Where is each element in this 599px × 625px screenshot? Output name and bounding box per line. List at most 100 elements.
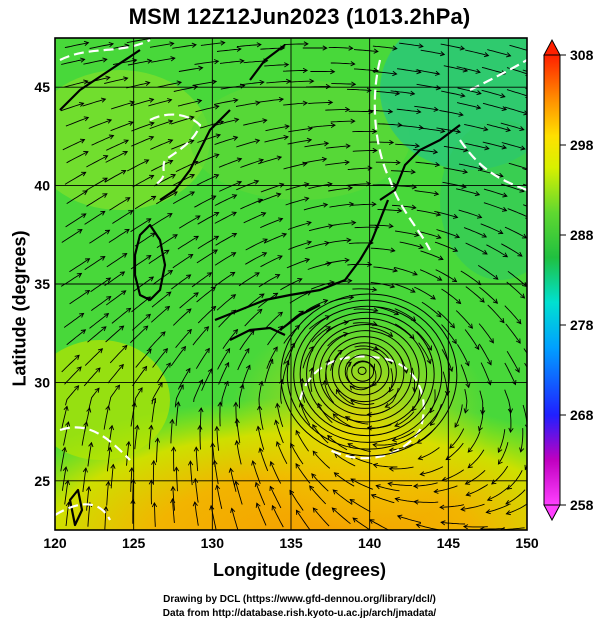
streamline-arrowhead: [499, 318, 505, 324]
streamline-arrowhead: [448, 366, 454, 373]
streamline-arrowhead: [124, 228, 130, 234]
streamline-arrowhead: [323, 141, 330, 147]
streamline-arrowhead: [436, 312, 442, 318]
streamline-arrowhead: [397, 122, 403, 128]
streamline-arrowhead: [309, 78, 315, 84]
streamline-arrowhead: [502, 192, 508, 198]
streamline: [430, 404, 442, 426]
streamline-arrowhead: [426, 358, 432, 365]
streamline: [231, 508, 239, 530]
streamline: [454, 404, 463, 428]
streamline-arrowhead: [434, 70, 441, 76]
vortex-ring: [312, 323, 420, 423]
streamline: [266, 80, 291, 84]
streamline: [310, 367, 313, 392]
streamline-arrowhead: [168, 119, 174, 125]
streamline-arrowhead: [384, 403, 390, 408]
streamline: [81, 421, 88, 446]
streamline-arrowhead: [146, 348, 152, 354]
streamline-arrowhead: [450, 323, 455, 329]
streamline-arrowhead: [148, 135, 155, 141]
streamline-arrowhead: [302, 161, 308, 167]
streamline: [394, 266, 418, 276]
streamline-arrowhead: [215, 484, 221, 490]
streamline: [347, 167, 372, 170]
streamline-arrowhead: [191, 42, 197, 48]
streamline-arrowhead: [181, 345, 187, 352]
streamline: [328, 46, 353, 49]
streamline: [369, 224, 393, 227]
streamline-arrowhead: [151, 459, 157, 466]
streamline-arrowhead: [277, 255, 283, 260]
streamline: [477, 265, 499, 280]
streamline-arrowhead: [79, 101, 85, 107]
streamline-arrowhead: [497, 459, 503, 465]
streamline-arrowhead: [198, 65, 204, 71]
streamline-arrowhead: [483, 52, 490, 58]
streamline: [331, 83, 356, 85]
streamline: [237, 348, 250, 371]
streamline: [413, 482, 438, 487]
streamline: [328, 187, 353, 192]
streamline: [257, 426, 265, 450]
streamline: [150, 160, 173, 172]
streamline-arrowhead: [83, 151, 89, 156]
streamline-arrowhead: [258, 158, 264, 164]
streamline: [334, 472, 355, 487]
streamline-arrowhead: [110, 463, 116, 469]
streamline-arrowhead: [492, 298, 499, 304]
streamline: [214, 252, 236, 266]
streamline: [399, 42, 423, 47]
streamline-arrowhead: [102, 57, 108, 63]
y-axis-title: Latitude (degrees): [9, 230, 30, 387]
streamline-arrowhead: [228, 467, 234, 473]
streamline: [258, 274, 280, 288]
streamline-arrowhead: [277, 217, 284, 223]
streamline: [445, 442, 464, 460]
streamline: [61, 406, 68, 430]
streamline: [346, 183, 371, 186]
streamline-arrowhead: [268, 358, 274, 365]
streamline-arrowhead: [480, 409, 486, 416]
streamline: [528, 311, 544, 329]
streamline: [64, 366, 82, 385]
streamline-arrowhead: [82, 467, 88, 473]
streamline-arrowhead: [225, 347, 231, 354]
streamline-arrowhead: [236, 157, 243, 163]
streamline: [130, 98, 154, 107]
streamline-arrowhead: [414, 231, 420, 238]
streamline-arrowhead: [516, 319, 522, 325]
streamline: [352, 150, 377, 152]
streamline-arrowhead: [515, 367, 520, 373]
x-tick-150: 150: [515, 535, 539, 551]
streamline: [175, 329, 192, 348]
streamline: [443, 167, 468, 173]
streamline-arrowhead: [105, 75, 111, 81]
streamline-arrowhead: [411, 204, 417, 210]
streamline: [153, 174, 176, 187]
x-axis-title: Longitude (degrees): [212, 560, 386, 580]
streamline-arrowhead: [258, 447, 264, 453]
streamline: [449, 428, 465, 449]
streamline-arrowhead: [325, 83, 331, 90]
streamline-arrowhead: [444, 390, 451, 397]
streamline-arrowhead: [350, 478, 356, 484]
streamline-arrowhead: [309, 485, 315, 491]
streamline-arrowhead: [501, 144, 508, 150]
vortex-ring: [338, 348, 390, 396]
streamline-arrowhead: [505, 499, 511, 505]
streamline-arrowhead: [325, 326, 332, 331]
streamline: [177, 368, 191, 390]
streamline-arrowhead: [100, 97, 107, 103]
streamline-arrowhead: [170, 485, 176, 491]
streamline: [331, 222, 356, 226]
streamline-arrowhead: [79, 138, 86, 144]
streamline: [304, 142, 329, 148]
streamline-arrowhead: [500, 93, 506, 99]
streamline-arrowhead: [409, 334, 415, 340]
streamline-arrowhead: [119, 271, 126, 277]
streamline: [252, 460, 261, 484]
streamline: [172, 191, 195, 204]
streamline: [65, 213, 87, 228]
streamline: [171, 274, 191, 290]
